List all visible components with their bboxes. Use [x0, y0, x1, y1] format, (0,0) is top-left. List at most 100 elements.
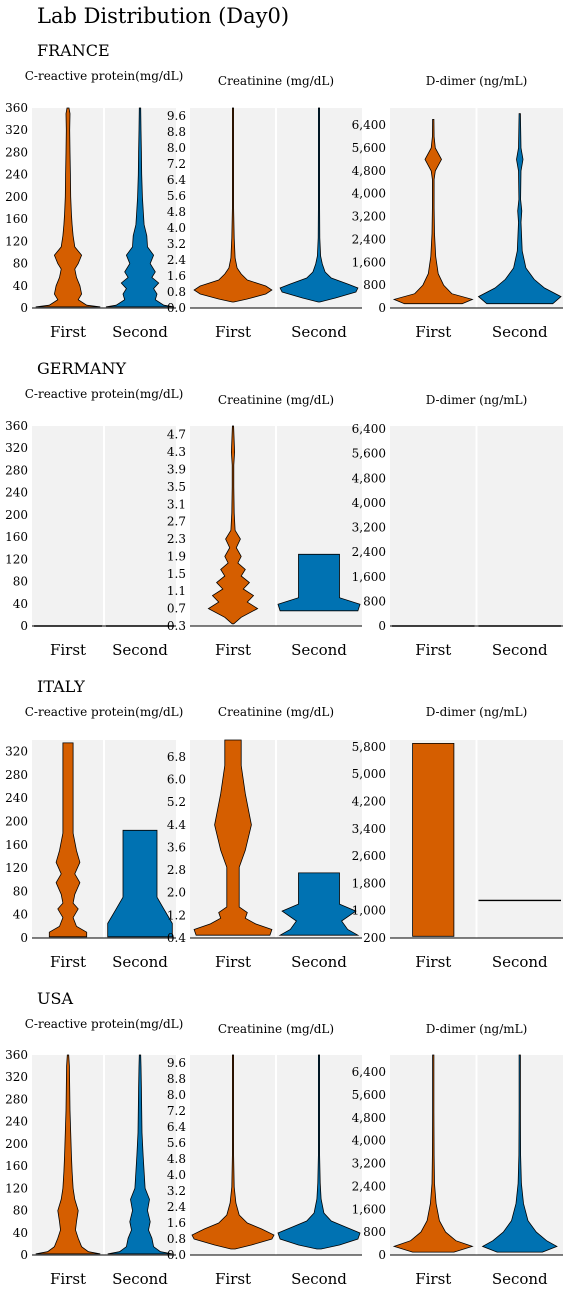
y-tick-label: 1.6 — [167, 1216, 186, 1230]
y-tick-label: 240 — [5, 791, 28, 805]
y-tick-label: 0 — [20, 1248, 28, 1262]
y-tick-label: 240 — [5, 168, 28, 182]
y-tick-label: 2.3 — [167, 532, 186, 546]
violin-first — [392, 1054, 474, 1253]
y-tick-label: 1.1 — [167, 584, 186, 598]
y-tick-label: 0.4 — [167, 931, 186, 945]
y-tick-label: 2.4 — [167, 253, 186, 267]
x-tick-label: Second — [291, 953, 347, 971]
y-tick-label: 1.6 — [167, 269, 186, 283]
y-tick-label: 5.6 — [167, 189, 186, 203]
y-tick-label: 4,800 — [352, 471, 386, 485]
panel-label: Creatinine (mg/dL) — [218, 393, 334, 407]
y-tick-label: 1,000 — [352, 904, 386, 918]
panel-background — [477, 426, 563, 626]
country-heading: GERMANY — [37, 359, 126, 378]
y-tick-label: 4.0 — [167, 221, 186, 235]
y-tick-label: 120 — [5, 861, 28, 875]
x-tick-label: First — [215, 641, 251, 659]
x-tick-label: Second — [492, 953, 548, 971]
country-heading: USA — [37, 989, 73, 1008]
y-tick-label: 800 — [363, 278, 386, 292]
y-tick-label: 160 — [5, 212, 28, 226]
y-tick-label: 6,400 — [352, 1065, 386, 1079]
y-tick-label: 6.0 — [167, 773, 186, 787]
y-tick-label: 800 — [363, 1225, 386, 1239]
y-tick-label: 0.0 — [167, 301, 186, 315]
y-tick-label: 2,400 — [352, 545, 386, 559]
violin-first — [193, 739, 273, 936]
x-tick-label: First — [415, 1270, 451, 1288]
y-tick-label: 3.1 — [167, 497, 186, 511]
y-tick-label: 200 — [5, 190, 28, 204]
x-tick-label: Second — [492, 641, 548, 659]
violin-first — [207, 425, 259, 625]
y-tick-label: 4,000 — [352, 187, 386, 201]
country-heading: FRANCE — [37, 41, 110, 60]
y-tick-label: 5.6 — [167, 1136, 186, 1150]
panel-background — [32, 426, 103, 626]
panel-background — [477, 740, 563, 938]
violin-second — [477, 113, 562, 305]
x-tick-label: Second — [112, 1270, 168, 1288]
y-tick-label: 2,600 — [352, 849, 386, 863]
y-tick-label: 8.8 — [167, 1072, 186, 1086]
y-tick-label: 7.2 — [167, 1104, 186, 1118]
violin-second — [107, 1054, 173, 1255]
violin-first — [412, 743, 455, 937]
x-tick-label: Second — [492, 323, 548, 341]
y-tick-label: 0 — [20, 931, 28, 945]
y-tick-label: 5,600 — [352, 447, 386, 461]
country-heading: ITALY — [37, 677, 85, 696]
x-tick-label: First — [215, 323, 251, 341]
y-tick-label: 200 — [363, 931, 386, 945]
y-tick-label: 120 — [5, 234, 28, 248]
x-tick-label: Second — [492, 1270, 548, 1288]
y-tick-label: 0 — [20, 619, 28, 633]
y-tick-label: 5,600 — [352, 141, 386, 155]
y-tick-label: 160 — [5, 530, 28, 544]
y-tick-label: 2,400 — [352, 232, 386, 246]
y-tick-label: 1,800 — [352, 876, 386, 890]
panel-label: C-reactive protein(mg/dL) — [25, 1017, 184, 1031]
violin-first — [35, 1054, 101, 1255]
y-tick-label: 4.8 — [167, 1152, 186, 1166]
y-tick-label: 6.8 — [167, 750, 186, 764]
y-tick-label: 4,000 — [352, 496, 386, 510]
y-tick-label: 360 — [5, 1048, 28, 1062]
violin-first — [392, 119, 474, 305]
y-tick-label: 6,400 — [352, 118, 386, 132]
y-tick-label: 5,600 — [352, 1088, 386, 1102]
panel-label: D-dimer (ng/mL) — [426, 74, 528, 88]
violin-second — [277, 553, 361, 612]
y-tick-label: 4.0 — [167, 1168, 186, 1182]
panel-label: C-reactive protein(mg/dL) — [25, 387, 184, 401]
y-tick-label: 0.8 — [167, 1232, 186, 1246]
y-tick-label: 80 — [13, 575, 28, 589]
y-tick-label: 6.4 — [167, 173, 186, 187]
y-tick-label: 0.8 — [167, 285, 186, 299]
y-tick-label: 4,000 — [352, 1134, 386, 1148]
y-tick-label: 3,200 — [352, 521, 386, 535]
y-tick-label: 3.5 — [167, 480, 186, 494]
y-tick-label: 160 — [5, 838, 28, 852]
y-tick-label: 360 — [5, 101, 28, 115]
y-tick-label: 40 — [13, 597, 28, 611]
y-tick-label: 200 — [5, 508, 28, 522]
violin-first — [193, 107, 273, 303]
x-tick-label: First — [415, 641, 451, 659]
x-tick-label: First — [50, 1270, 86, 1288]
y-tick-label: 0 — [378, 619, 386, 633]
y-tick-label: 40 — [13, 1226, 28, 1240]
y-tick-label: 360 — [5, 419, 28, 433]
y-tick-label: 0 — [20, 301, 28, 315]
violin-first — [191, 1054, 275, 1250]
y-tick-label: 240 — [5, 1115, 28, 1129]
y-tick-label: 2.8 — [167, 863, 186, 877]
y-tick-label: 0.3 — [167, 619, 186, 633]
violin-second — [481, 1054, 558, 1253]
y-tick-label: 4,800 — [352, 164, 386, 178]
y-tick-label: 5,800 — [352, 740, 386, 754]
y-tick-label: 120 — [5, 1181, 28, 1195]
